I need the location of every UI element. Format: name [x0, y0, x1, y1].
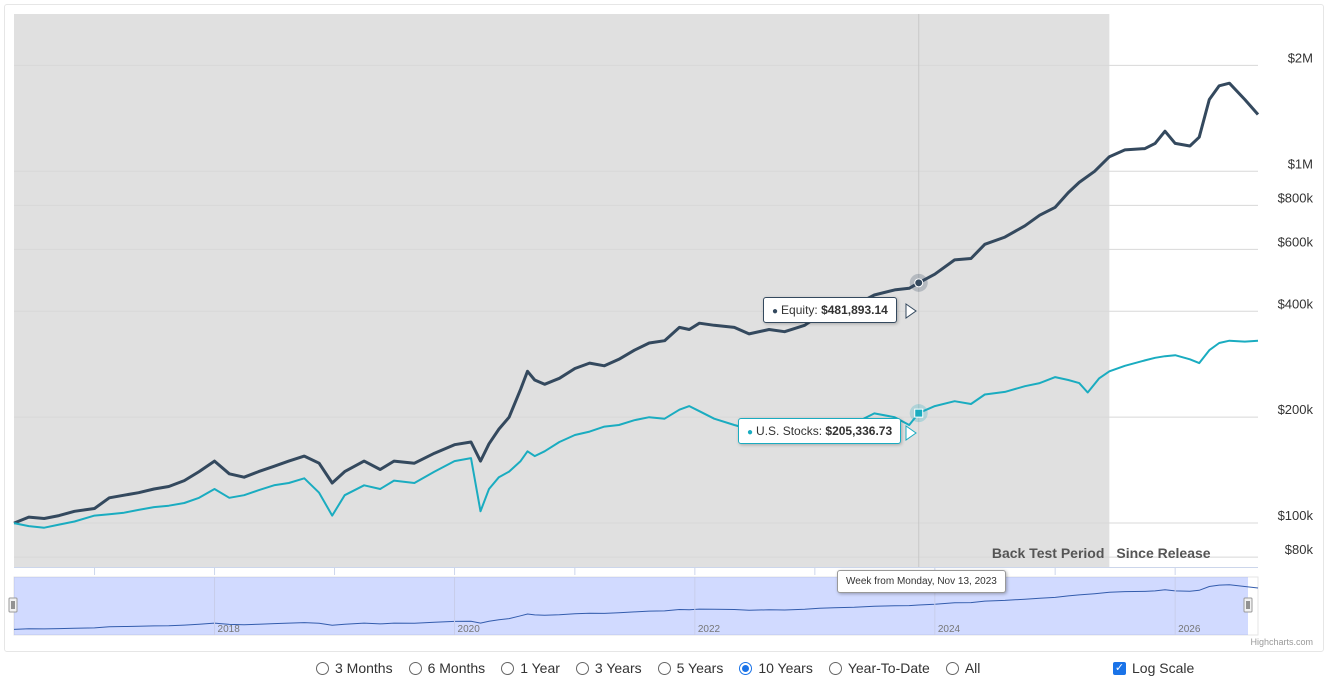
radio-selected-icon[interactable]	[739, 661, 753, 675]
y-tick-label: $1M	[1288, 156, 1313, 171]
equity-tooltip-pointer	[905, 303, 917, 319]
log-scale-label: Log Scale	[1132, 660, 1195, 676]
range-option-label: Year-To-Date	[847, 660, 930, 676]
stocks-dot-icon: ●	[747, 427, 754, 438]
radio-icon[interactable]	[828, 661, 842, 675]
range-option-3-months[interactable]: 3 Months	[316, 660, 393, 676]
stocks-tooltip-label: U.S. Stocks:	[756, 424, 826, 438]
range-option-label: 6 Months	[427, 660, 486, 676]
range-option-1-year[interactable]: 1 Year	[501, 660, 560, 676]
range-option-label: 10 Years	[758, 660, 813, 676]
y-tick-label: $200k	[1278, 402, 1314, 417]
navigator-background	[13, 576, 1259, 636]
stocks-tooltip-pointer	[905, 425, 917, 441]
range-option-label: All	[964, 660, 981, 676]
equity-dot-icon: ●	[772, 306, 779, 317]
series-line-equity	[13, 81, 1260, 525]
radio-icon[interactable]	[408, 661, 422, 675]
y-tick-label: $80k	[1285, 542, 1314, 557]
y-tick-label: $100k	[1278, 508, 1314, 523]
navigator-label: 2024	[938, 624, 961, 635]
stocks-tooltip-value: $205,336.73	[825, 424, 893, 438]
range-option-label: 5 Years	[676, 660, 724, 676]
navigator-series	[13, 584, 1259, 630]
stocks-hover-marker	[914, 408, 924, 418]
range-option-5-years[interactable]: 5 Years	[657, 660, 724, 676]
range-option-3-years[interactable]: 3 Years	[575, 660, 642, 676]
y-tick-label: $800k	[1278, 190, 1314, 205]
equity-hover-marker	[914, 278, 924, 288]
radio-icon[interactable]	[945, 661, 959, 675]
range-option-10-years[interactable]: 10 Years	[739, 660, 813, 676]
y-tick-label: $600k	[1278, 234, 1314, 249]
series-line-us-stocks	[13, 339, 1259, 529]
equity-tooltip-label: Equity:	[781, 303, 822, 317]
date-tooltip: Week from Monday, Nov 13, 2023	[837, 570, 1006, 593]
equity-tooltip-value: $481,893.14	[821, 303, 888, 317]
navigator-handle-left[interactable]	[8, 597, 18, 613]
range-option-label: 3 Years	[594, 660, 642, 676]
navigator-mask	[14, 577, 1248, 635]
highcharts-credit[interactable]: Highcharts.com	[1250, 637, 1313, 647]
navigator-handle-right[interactable]	[1243, 597, 1253, 613]
log-scale-toggle[interactable]: ✓ Log Scale	[1113, 657, 1194, 679]
radio-icon[interactable]	[316, 661, 329, 675]
plot-band-since-release	[1109, 14, 1258, 567]
y-tick-label: $400k	[1278, 296, 1314, 311]
navigator-label: 2022	[698, 624, 721, 635]
range-option-6-months[interactable]: 6 Months	[408, 660, 486, 676]
y-tick-label: $2M	[1288, 50, 1313, 65]
range-option-label: 1 Year	[520, 660, 560, 676]
navigator-label: 2018	[218, 624, 241, 635]
radio-icon[interactable]	[501, 661, 515, 675]
navigator-label: 2020	[458, 624, 481, 635]
stocks-tooltip: ● U.S. Stocks: $205,336.73	[738, 418, 902, 444]
equity-tooltip: ● Equity: $481,893.14	[763, 297, 897, 323]
band-label-back-test: Back Test Period	[992, 545, 1105, 561]
checkbox-checked-icon[interactable]: ✓	[1113, 661, 1126, 675]
radio-icon[interactable]	[657, 661, 671, 675]
range-option-year-to-date[interactable]: Year-To-Date	[828, 660, 930, 676]
radio-icon[interactable]	[575, 661, 589, 675]
range-selector: 3 Months 6 Months 1 Year 3 Years 5 Years…	[316, 657, 996, 679]
range-option-all[interactable]: All	[945, 660, 981, 676]
band-label-since-release: Since Release	[1116, 545, 1210, 561]
navigator-label: 2026	[1178, 624, 1201, 635]
range-option-label: 3 Months	[335, 660, 393, 676]
